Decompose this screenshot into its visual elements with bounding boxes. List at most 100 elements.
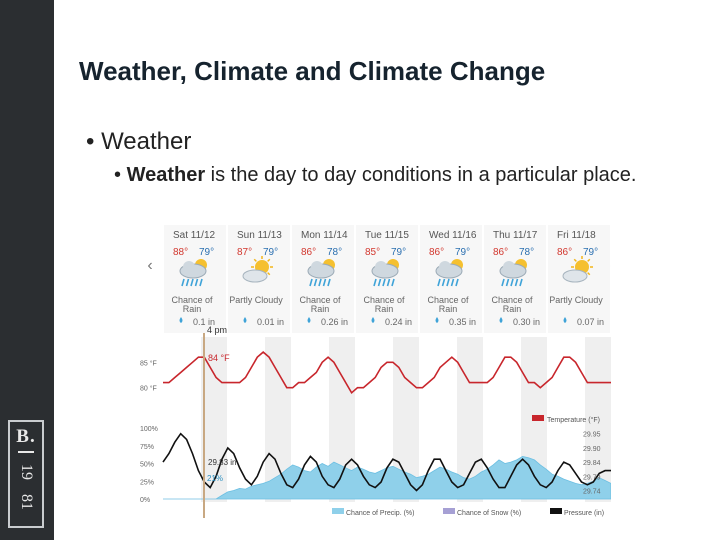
cloud-puff (311, 261, 323, 273)
cloud-puff (503, 261, 515, 273)
day-condition-line2: Rain (439, 304, 458, 314)
rain-drop (181, 278, 185, 287)
rain-cloud-icon (307, 259, 335, 287)
bullet-term: Weather (126, 164, 206, 186)
day-precip-amount: 0.35 in (449, 317, 476, 327)
day-low-temp: 78° (519, 247, 534, 258)
sun-ray (267, 258, 271, 262)
rain-drop (519, 278, 523, 287)
day-condition: Partly Cloudy (229, 295, 283, 305)
day-column-bg (292, 225, 354, 333)
day-high-temp: 85° (365, 247, 380, 258)
precip-axis-tick: 50% (140, 462, 154, 469)
forecast-day-7[interactable]: Fri 11/18 86° 79° Partly Cloudy 0.07 in (548, 225, 610, 333)
logo-year-top: 19 (18, 464, 35, 480)
rain-drop (382, 278, 386, 287)
logo-letter: B. (16, 426, 36, 447)
rain-drop (455, 278, 459, 287)
pressure-axis-tick: 29.90 (583, 446, 601, 453)
rain-drop (318, 278, 322, 287)
day-condition-line2: Rain (311, 304, 330, 314)
day-low-temp: 79° (455, 247, 470, 258)
sun-ray (267, 272, 271, 276)
rain-drop (501, 278, 505, 287)
day-date: Mon 11/14 (301, 230, 348, 241)
day-high-temp: 86° (429, 247, 444, 258)
precip-drop-icon (371, 317, 375, 323)
bullet-marker: • (114, 164, 127, 186)
rain-drop (185, 278, 190, 287)
rain-drop (514, 278, 519, 287)
cloud-puff (375, 261, 387, 273)
pressure-axis-tick: 29.84 (583, 460, 601, 467)
rain-drop (377, 278, 382, 287)
hover-precip-label: 21% (207, 474, 223, 483)
precip-drop-icon (499, 317, 503, 323)
day-column-bg (356, 225, 418, 333)
pressure-axis-tick: 29.95 (583, 432, 601, 439)
day-high-temp: 86° (557, 247, 572, 258)
cloud-shape (242, 269, 268, 283)
hover-temperature-label: 84 °F (208, 353, 230, 363)
pressure-legend-label: Pressure (in) (564, 510, 604, 517)
day-column-bg (164, 225, 226, 333)
temp-axis-tick: 80 °F (140, 385, 157, 393)
day-high-temp: 88° (173, 247, 188, 258)
precip-drop-icon (243, 317, 247, 323)
cloud-shape (562, 269, 588, 283)
cloud-puff (183, 261, 195, 273)
partly-cloudy-icon (562, 256, 593, 283)
rain-cloud-icon (179, 259, 207, 287)
day-low-temp: 79° (583, 247, 598, 258)
rain-drop (194, 278, 199, 287)
precip-legend-swatch (332, 508, 344, 514)
precip-axis-tick: 0% (140, 497, 150, 504)
rain-drop (510, 278, 514, 287)
precip-drop-icon (435, 317, 439, 323)
day-precip-amount: 0.01 in (257, 317, 284, 327)
day-condition: Partly Cloudy (549, 295, 603, 305)
bullet-weather: • Weather (86, 128, 192, 155)
temperature-legend-label: Temperature (°F) (547, 416, 600, 424)
day-condition: Chance of (427, 295, 469, 305)
sun-ray (587, 272, 591, 276)
temperature-legend-swatch (532, 415, 544, 421)
precip-axis-tick: 75% (140, 444, 154, 451)
precip-axis-tick: 100% (140, 426, 158, 433)
hover-pressure-label: 29.83 in (208, 458, 236, 467)
day-date: Sun 11/13 (237, 230, 282, 241)
bullet-definition: is the day to day conditions in a partic… (205, 164, 637, 186)
rain-cloud-icon (435, 259, 463, 287)
forecast-day-2[interactable]: Sun 11/13 87° 79° Partly Cloudy 0.01 in (228, 225, 290, 333)
day-condition-line2: Rain (503, 304, 522, 314)
day-condition-line2: Rain (183, 304, 202, 314)
day-column-bg (484, 225, 546, 333)
rain-drop (309, 278, 313, 287)
day-high-temp: 87° (237, 247, 252, 258)
prev-arrow-icon[interactable]: ‹ (147, 257, 152, 274)
slide-title: Weather, Climate and Climate Change (79, 56, 546, 86)
rain-drop (441, 278, 446, 287)
day-date: Thu 11/17 (493, 230, 538, 241)
bullet-weather-definition: • Weather is the day to day conditions i… (114, 162, 704, 188)
pressure-axis-tick: 29.79 (583, 474, 601, 481)
day-precip-amount: 0.24 in (385, 317, 412, 327)
rain-drop (190, 278, 194, 287)
precip-drop-icon (563, 317, 567, 323)
day-precip-amount: 0.26 in (321, 317, 348, 327)
day-condition: Chance of (491, 295, 533, 305)
rain-drop (373, 278, 377, 287)
rain-drop (450, 278, 455, 287)
day-condition-line2: Rain (375, 304, 394, 314)
day-date: Fri 11/18 (557, 230, 596, 241)
pressure-legend-swatch (550, 508, 562, 514)
precip-drop-icon (179, 317, 183, 323)
day-precip-amount: 0.07 in (577, 317, 604, 327)
rain-drop (313, 278, 318, 287)
